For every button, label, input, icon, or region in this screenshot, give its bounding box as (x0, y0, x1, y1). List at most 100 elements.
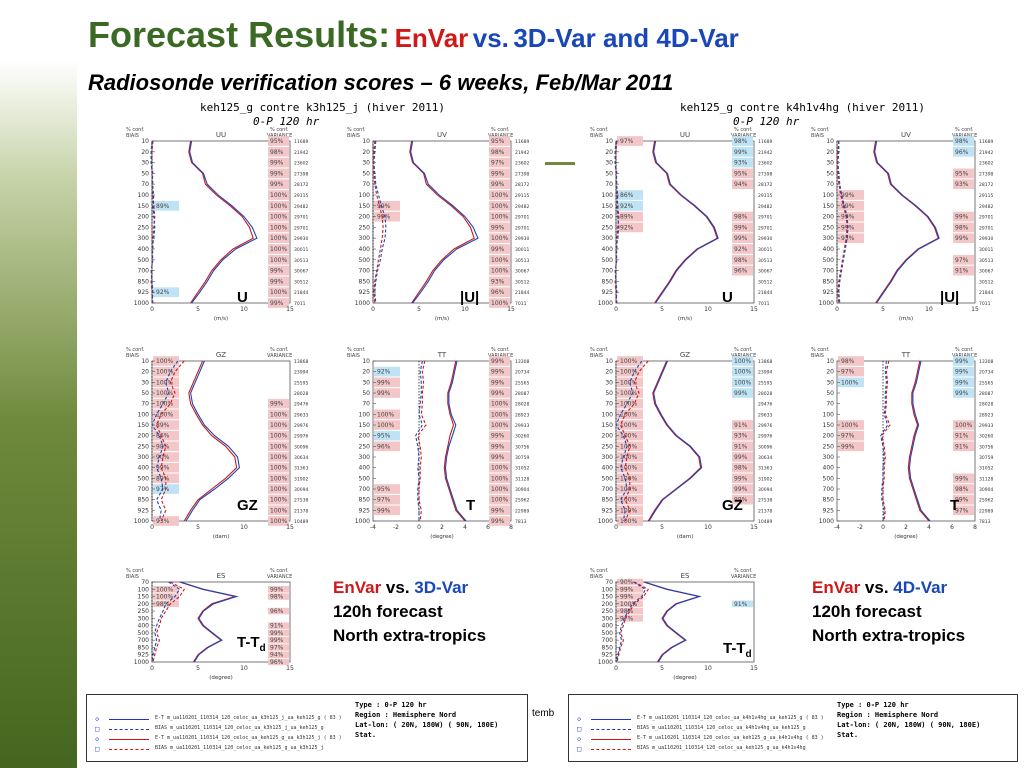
var-conf-label: 99% (734, 486, 748, 493)
var-conf-box (732, 484, 753, 494)
var-conf-box (268, 265, 289, 276)
level-tick-label: 850 (359, 497, 371, 504)
plot-frame (836, 360, 976, 522)
var-conf-box (732, 265, 753, 276)
left-header: % conf. (347, 347, 366, 353)
bias-conf-label: 89% (156, 475, 170, 482)
x-tick-label: 15 (750, 306, 758, 313)
bias-conf-box (617, 136, 643, 146)
level-tick-label: 10 (362, 358, 370, 365)
var-conf-box (732, 388, 753, 398)
var-conf-label: 99% (734, 149, 748, 156)
chart-panel: GZ% conf. BIAIS% conf. VARIANCE 100% 100% 100… (112, 347, 330, 545)
chart-panel: UV% conf. BIAIS% conf. VARIANCE 99% 99% 95% 98… (333, 127, 551, 327)
bias-conf-label: 97% (620, 615, 634, 622)
series-line-other-std (189, 140, 258, 304)
bias-conf-label: 98% (620, 608, 634, 615)
obs-count: 30096 (758, 444, 772, 450)
caption-other: 3D-Var (414, 578, 469, 597)
obs-count: 21844 (979, 290, 993, 296)
var-conf-label: 100% (491, 257, 508, 264)
x-tick-label: 5 (196, 524, 200, 531)
var-conf-box (268, 179, 289, 190)
var-conf-box (953, 377, 974, 388)
obs-count: 30096 (294, 444, 308, 450)
level-tick-label: 20 (362, 149, 370, 156)
var-conf-box (953, 136, 974, 146)
obs-count: 29976 (758, 423, 772, 429)
level-tick-label: 20 (605, 149, 613, 156)
left-header: % conf. (126, 347, 145, 353)
series-line-other-bias (615, 581, 647, 663)
legend-entry: E-T m_ua110201_110314_120_celoc_ua_keh12… (155, 735, 342, 741)
panel-label-gz-right: GZ (722, 497, 743, 514)
plot-frame (615, 360, 755, 522)
var-conf-label: 98% (734, 257, 748, 264)
var-conf-label: 98% (491, 149, 505, 156)
bias-conf-box (838, 200, 864, 211)
legend-info-region: Region : Hemisphere Nord (837, 711, 939, 719)
obs-count: 28087 (979, 391, 993, 397)
level-tick-label: 925 (359, 507, 371, 514)
bias-conf-label: 100% (620, 475, 637, 482)
level-tick-label: 30 (605, 379, 613, 386)
right-header: % conf. (734, 127, 753, 133)
obs-count: 29933 (979, 423, 993, 429)
level-tick-label: 700 (359, 486, 371, 493)
chart-panel: GZ% conf. BIAIS% conf. VARIANCE 100% 100% 100… (576, 347, 794, 545)
var-conf-box (268, 516, 289, 526)
level-tick-label: 850 (823, 497, 835, 504)
right-header: % conf. (734, 347, 753, 353)
var-conf-label: 96% (734, 268, 748, 275)
panel-title: UU (680, 131, 690, 139)
var-conf-box (268, 276, 289, 287)
var-conf-box (268, 658, 289, 666)
level-tick-label: 400 (823, 246, 835, 253)
bias-conf-label: 100% (620, 465, 637, 472)
obs-count: 29633 (758, 412, 772, 418)
var-conf-label: 100% (955, 422, 972, 429)
obs-count: 29115 (515, 193, 529, 199)
series-line-envar-std (188, 140, 254, 304)
var-conf-box (732, 377, 753, 388)
bias-conf-box (374, 430, 400, 441)
var-conf-label: 98% (955, 486, 969, 493)
bias-conf-label: 99% (620, 586, 634, 593)
var-conf-label: 96% (270, 659, 284, 666)
var-conf-label: 100% (491, 486, 508, 493)
level-tick-label: 700 (823, 268, 835, 275)
obs-count: 21942 (979, 150, 993, 156)
bias-conf-box (153, 600, 179, 608)
bias-conf-box (838, 222, 864, 233)
x-axis-label: (degree) (673, 675, 697, 681)
var-conf-label: 100% (491, 411, 508, 418)
var-conf-box (732, 356, 753, 366)
x-tick-label: 15 (750, 524, 758, 531)
series-line-other-std (648, 360, 703, 522)
var-conf-label: 95% (491, 138, 505, 145)
obs-count: 27538 (294, 498, 308, 504)
series-line-envar-bias (372, 140, 384, 304)
level-tick-label: 850 (602, 644, 614, 651)
bias-conf-label: 95% (377, 433, 391, 440)
level-tick-label: 30 (141, 160, 149, 167)
var-conf-label: 96% (270, 608, 284, 615)
obs-count: 28028 (979, 402, 993, 408)
legend-info-region: Region : Hemisphere Nord (355, 711, 457, 719)
var-conf-label: 97% (491, 160, 505, 167)
plot-frame (836, 140, 976, 304)
var-conf-label: 99% (270, 586, 284, 593)
obs-count: 7011 (294, 301, 306, 307)
var-conf-box (268, 484, 289, 494)
bias-conf-box (374, 441, 400, 452)
level-tick-label: 10 (826, 358, 834, 365)
level-tick-label: 250 (138, 608, 150, 615)
var-conf-label: 100% (270, 411, 287, 418)
var-conf-box (268, 473, 289, 484)
x-axis-label: (dam) (677, 534, 694, 540)
x-tick-label: 10 (925, 306, 933, 313)
panel-label-ttd-left: T-Td (237, 634, 266, 654)
var-conf-box (268, 157, 289, 168)
bias-conf-label: 90% (620, 579, 634, 586)
level-tick-label: 250 (823, 443, 835, 450)
